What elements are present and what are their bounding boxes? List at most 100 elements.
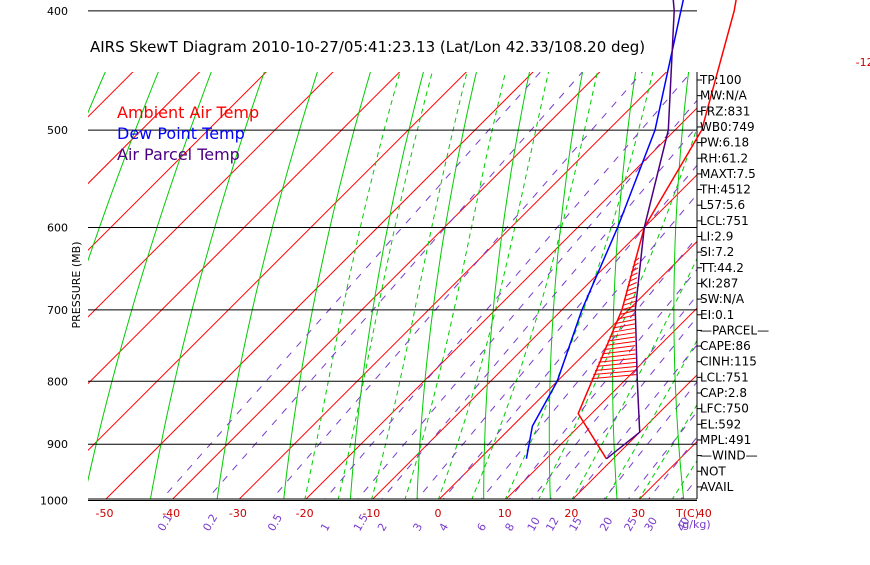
pressure-tick-label: 500 xyxy=(47,124,68,137)
isotherm xyxy=(0,0,787,551)
mixing-ratio-unit: (g/kg) xyxy=(678,518,711,531)
cin-hatch-stroke xyxy=(602,350,635,354)
cin-hatch-stroke xyxy=(604,346,635,350)
mixing-ratio-tick: 4 xyxy=(436,521,451,534)
dry-adiabat xyxy=(73,0,678,551)
index-label: TP:100 xyxy=(699,73,742,87)
cin-hatch-stroke xyxy=(593,371,636,375)
mixing-ratio-tick: 2 xyxy=(375,521,390,534)
mixing-ratio-tick: 20 xyxy=(597,515,615,534)
isotherm xyxy=(0,0,721,551)
legend-entry: Dew Point Temp xyxy=(117,124,245,143)
dry-adiabat xyxy=(142,0,711,551)
dry-adiabat xyxy=(733,0,870,551)
bottom-temp-tick: -20 xyxy=(296,507,314,520)
index-label: MAXT:7.5 xyxy=(700,167,756,181)
moist-adiabat xyxy=(405,0,576,500)
moist-adiabat xyxy=(638,0,870,501)
index-label: TT:44.2 xyxy=(699,261,744,275)
index-label: MW:N/A xyxy=(700,89,748,103)
mixing-ratio-line xyxy=(248,11,695,527)
index-label: SI:7.2 xyxy=(700,245,734,259)
bottom-temp-tick: 10 xyxy=(498,507,512,520)
cin-hatch-stroke xyxy=(597,362,636,366)
isotherm xyxy=(387,0,870,551)
dry-adiabat xyxy=(416,0,841,551)
pressure-tick-label: 700 xyxy=(47,304,68,317)
isotherm xyxy=(254,0,870,551)
y-axis-label: PRESSURE (MB) xyxy=(70,242,83,329)
pressure-tick-label: 400 xyxy=(47,5,68,18)
dry-adiabat xyxy=(484,0,870,551)
isotherm xyxy=(787,0,870,551)
index-label: CAP:2.8 xyxy=(700,386,747,400)
isotherm xyxy=(120,0,870,551)
cin-hatch-stroke xyxy=(608,337,635,341)
index-label: SW:N/A xyxy=(700,292,745,306)
index-label: LFC:750 xyxy=(700,402,749,416)
mixing-ratio-line xyxy=(394,11,827,527)
moist-adiabat xyxy=(338,0,476,501)
mixing-ratio-tick: 6 xyxy=(474,521,489,534)
index-label: LI:2.9 xyxy=(700,230,733,244)
mixing-ratio-line xyxy=(660,11,870,527)
top-temp-tick: -120 xyxy=(856,56,870,69)
isotherm xyxy=(187,0,870,551)
index-label: PW:6.18 xyxy=(700,136,749,150)
mixing-ratio-tick: 10 xyxy=(525,515,543,534)
index-label: —WIND— xyxy=(700,449,758,463)
mixing-ratio-tick: 12 xyxy=(543,515,561,534)
index-label: CAPE:86 xyxy=(700,339,751,353)
index-label: CINH:115 xyxy=(700,355,757,369)
isotherm xyxy=(721,0,870,551)
index-label: EI:0.1 xyxy=(700,308,734,322)
mixing-ratio-tick: 0.5 xyxy=(265,512,285,534)
mixing-ratio-tick: 1 xyxy=(318,521,333,534)
dry-adiabat xyxy=(0,0,614,551)
pressure-tick-label: 1000 xyxy=(40,495,68,508)
index-label: WB0:749 xyxy=(700,120,755,134)
mixing-ratio-line xyxy=(302,11,744,527)
moist-adiabat xyxy=(538,0,825,501)
dew-point-line xyxy=(526,0,870,459)
mixing-ratio-line xyxy=(183,11,636,527)
dry-adiabat xyxy=(0,0,581,551)
index-label: KI:287 xyxy=(700,276,738,290)
mixing-ratio-tick: 8 xyxy=(502,521,517,534)
index-label: AVAIL xyxy=(700,480,734,494)
chart-title: AIRS SkewT Diagram 2010-10-27/05:41:23.1… xyxy=(90,38,645,56)
moist-adiabat xyxy=(371,0,524,501)
cin-hatch-stroke xyxy=(600,354,635,358)
moist-adiabat xyxy=(305,0,431,500)
plot-area: 1002003004005006007008009001000-120-110-… xyxy=(0,0,870,551)
cin-hatch-stroke xyxy=(612,328,635,332)
index-label: EL:592 xyxy=(700,417,741,431)
cin-hatch-stroke xyxy=(598,358,635,362)
index-label: LCL:751 xyxy=(700,214,749,228)
index-label: NOT xyxy=(700,464,726,478)
bottom-temp-tick: -30 xyxy=(229,507,247,520)
pressure-tick-label: 900 xyxy=(47,438,68,451)
legend-entry: Air Parcel Temp xyxy=(117,145,240,164)
index-label: —PARCEL— xyxy=(700,323,769,337)
mixing-ratio-tick: 3 xyxy=(410,521,425,534)
index-label: LCL:751 xyxy=(700,370,749,384)
index-label: RH:61.2 xyxy=(700,151,748,165)
index-label: L57:5.6 xyxy=(700,198,745,212)
index-label: TH:4512 xyxy=(699,183,751,197)
isotherm xyxy=(654,0,870,551)
mixing-ratio-line xyxy=(487,11,870,527)
mixing-ratio-tick: 0.2 xyxy=(200,512,220,534)
moist-adiabat xyxy=(438,0,634,500)
index-label: FRZ:831 xyxy=(700,104,750,118)
pressure-tick-label: 800 xyxy=(47,375,68,388)
cin-hatch-stroke xyxy=(606,341,635,345)
dry-adiabat xyxy=(791,0,870,551)
dry-adiabat xyxy=(847,0,870,551)
pressure-tick-label: 600 xyxy=(47,222,68,235)
isotherm xyxy=(54,0,870,551)
legend-entry: Ambient Air Temp xyxy=(117,103,259,122)
